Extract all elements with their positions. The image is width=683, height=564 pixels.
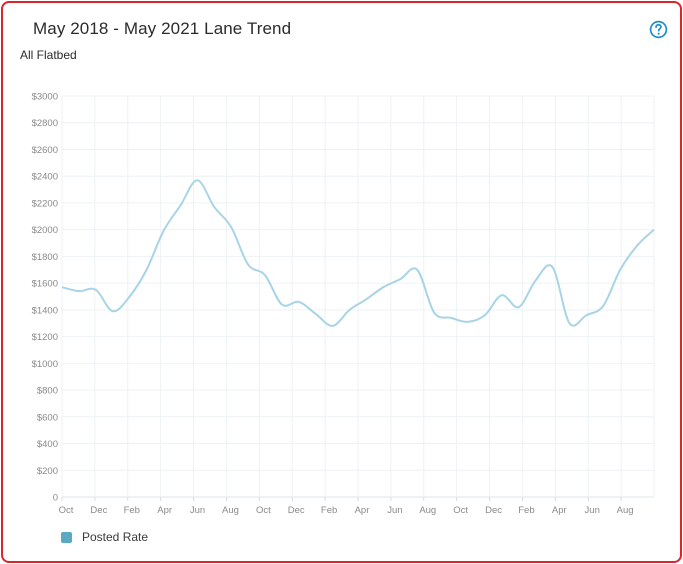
x-tick-label: Apr <box>157 505 172 516</box>
y-axis: $3000$2800$2600$2400$2200$2000$1800$1600… <box>32 92 58 504</box>
y-tick-label: $1400 <box>32 305 58 316</box>
x-tick-label: Dec <box>288 505 305 516</box>
series-line-posted-rate <box>61 179 655 327</box>
x-axis: Oct Dec Feb Apr Jun Aug Oct Dec Feb Apr Jun Aug Oct D… <box>59 505 634 516</box>
x-tick-label: Apr <box>355 505 370 516</box>
x-tick-label: Feb <box>124 505 140 516</box>
y-tick-label: 0 <box>53 493 58 504</box>
y-tick-label: $600 <box>37 412 58 423</box>
legend-label: Posted Rate <box>82 530 149 544</box>
y-tick-label: $1000 <box>32 359 58 370</box>
x-tick-label: Jun <box>585 505 600 516</box>
y-tick-label: $3000 <box>32 92 58 103</box>
x-tick-label: Oct <box>256 505 271 516</box>
chart-grid <box>61 95 655 501</box>
y-tick-label: $800 <box>37 386 58 397</box>
x-tick-label: Feb <box>518 505 534 516</box>
chart-series <box>61 179 655 327</box>
x-tick-label: Oct <box>59 505 74 516</box>
x-tick-label: Jun <box>387 505 402 516</box>
x-tick-label: Apr <box>552 505 567 516</box>
y-tick-label: $1800 <box>32 252 58 263</box>
x-tick-label: Feb <box>321 505 337 516</box>
legend-swatch <box>61 531 72 543</box>
y-tick-label: $2000 <box>32 225 58 236</box>
y-tick-label: $2400 <box>32 172 58 183</box>
y-tick-label: $2600 <box>32 145 58 156</box>
x-tick-label: Aug <box>419 505 436 516</box>
x-tick-label: Aug <box>617 505 634 516</box>
question-circle-icon[interactable] <box>649 20 668 39</box>
x-tick-label: Aug <box>222 505 239 516</box>
legend-item-posted-rate[interactable]: Posted Rate <box>61 530 148 544</box>
x-tick-label: Oct <box>453 505 468 516</box>
y-tick-label: $200 <box>37 466 58 477</box>
y-tick-label: $400 <box>37 439 58 450</box>
y-tick-label: $2200 <box>32 198 58 209</box>
y-tick-label: $1200 <box>32 332 58 343</box>
x-tick-label: Dec <box>485 505 502 516</box>
y-tick-label: $1600 <box>32 279 58 290</box>
y-tick-label: $2800 <box>32 118 58 129</box>
page-title: May 2018 - May 2021 Lane Trend <box>33 19 292 38</box>
chart-subtitle: All Flatbed <box>20 48 77 62</box>
x-tick-label: Jun <box>190 505 205 516</box>
x-tick-label: Dec <box>90 505 107 516</box>
